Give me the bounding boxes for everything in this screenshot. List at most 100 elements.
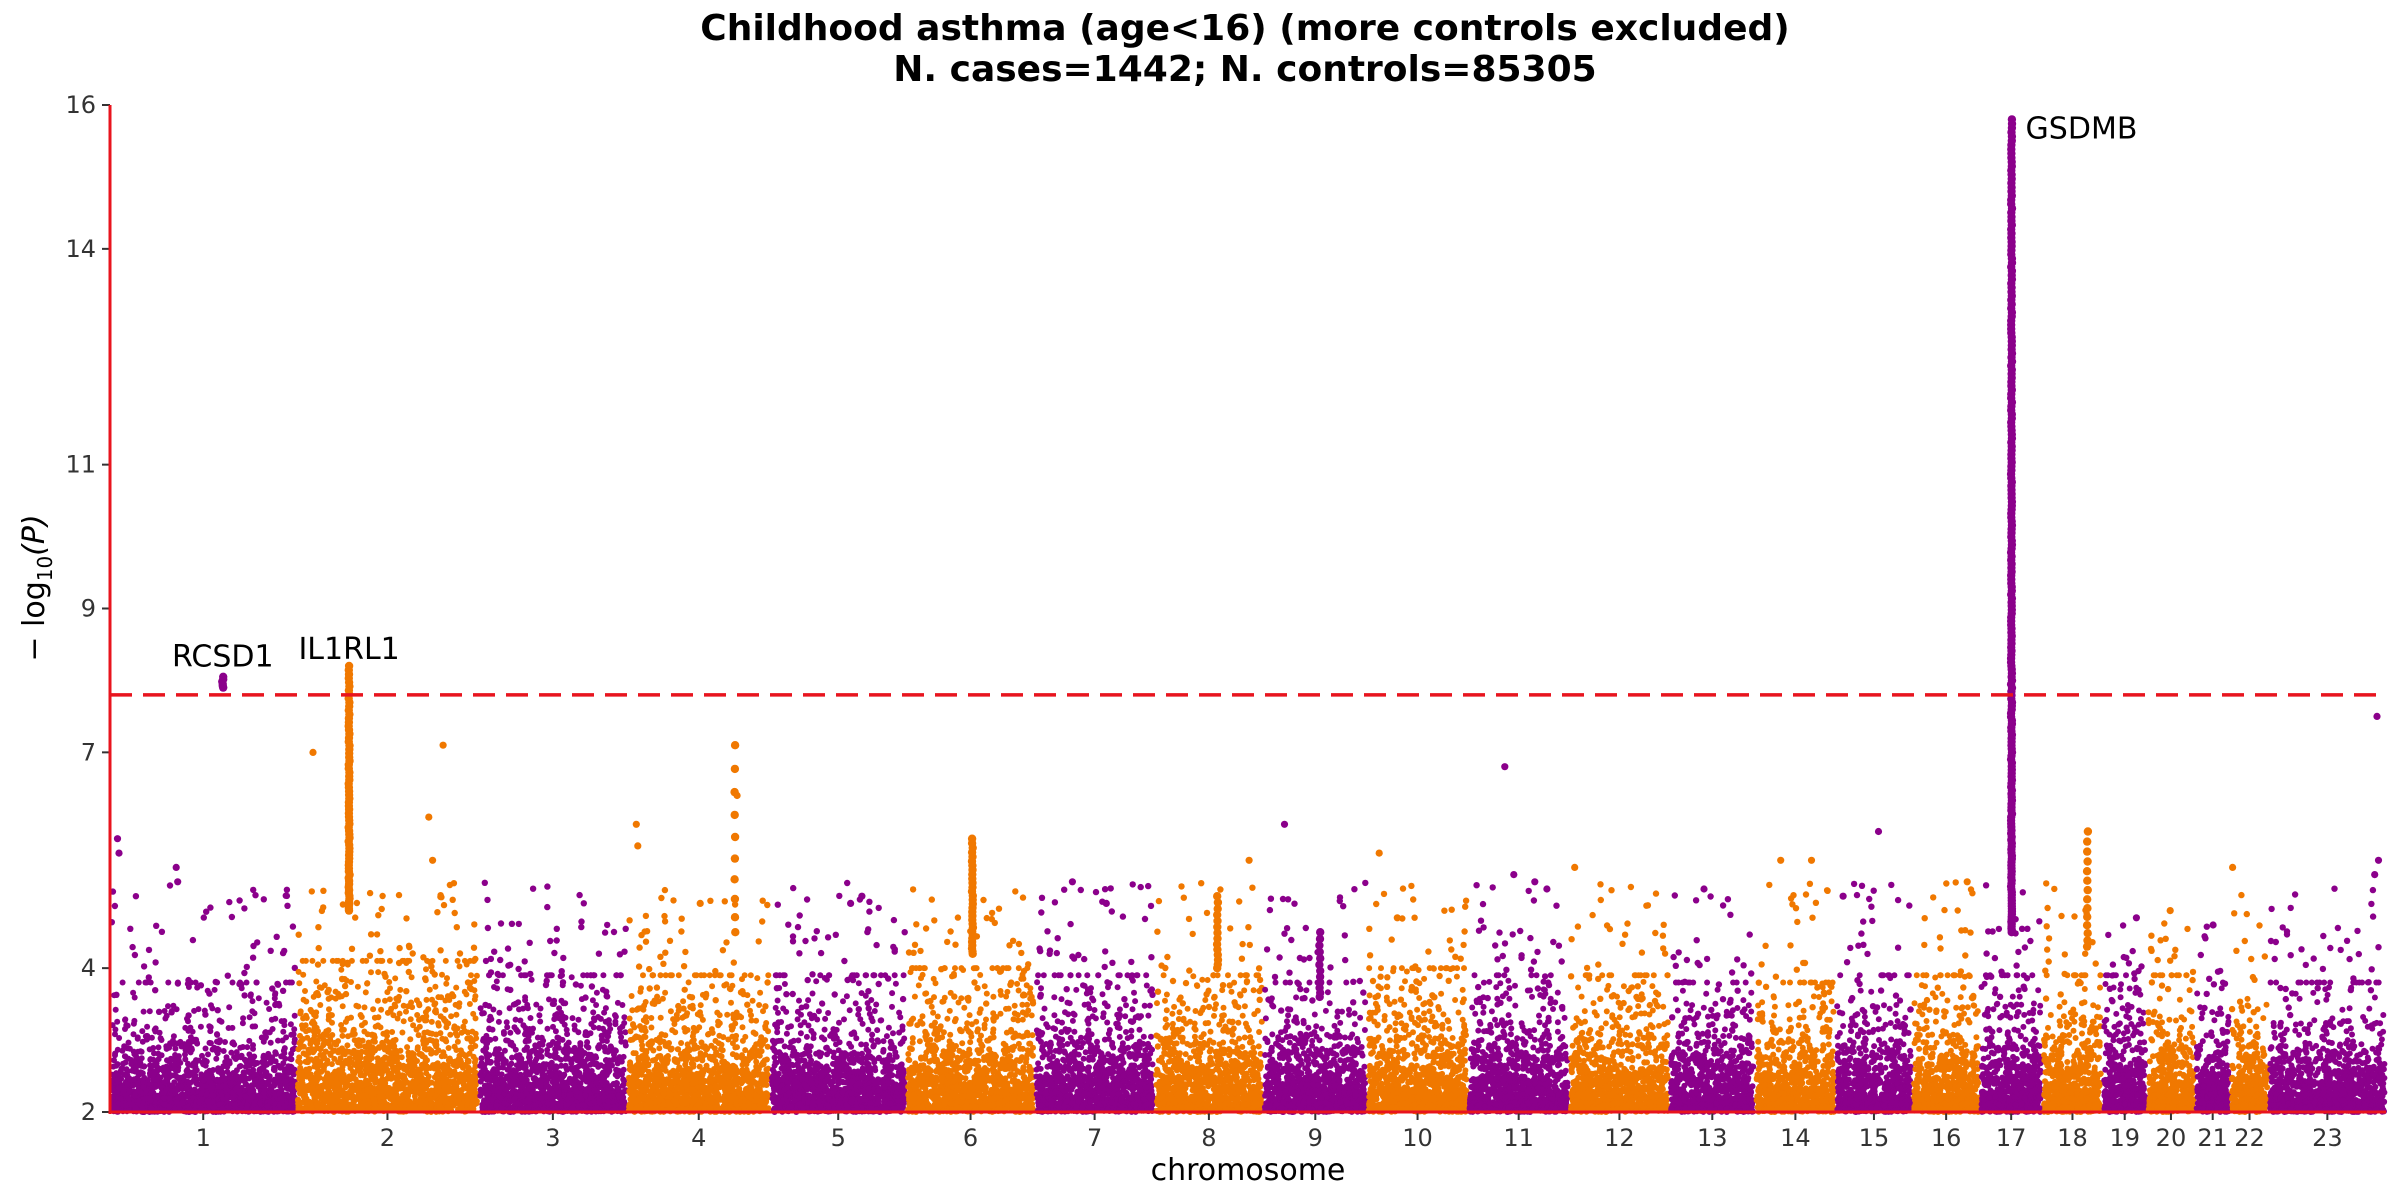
snp-point — [471, 921, 478, 928]
snp-point — [613, 972, 620, 979]
snp-point — [619, 1023, 626, 1030]
snp-point — [287, 1076, 294, 1083]
snp-point — [281, 1045, 288, 1052]
snp-point — [553, 1084, 560, 1091]
snp-point — [572, 981, 580, 988]
snp-point — [581, 1050, 588, 1056]
snp-point — [255, 995, 262, 1002]
snp-point — [200, 914, 207, 921]
snp-point — [254, 939, 261, 946]
snp-point — [543, 1080, 550, 1087]
snp-point — [483, 1050, 489, 1056]
snp-point — [603, 1032, 610, 1039]
snp-point — [571, 1083, 578, 1090]
snp-point — [361, 1028, 368, 1035]
snp-point — [472, 955, 479, 963]
snp-point — [307, 1100, 314, 1107]
snp-point — [352, 914, 359, 921]
snp-point — [377, 957, 384, 964]
snp-point — [297, 1064, 304, 1071]
snp-point — [287, 1055, 294, 1062]
snp-point — [578, 923, 585, 931]
snp-point — [490, 1006, 497, 1013]
snp-point — [557, 1103, 564, 1109]
snp-point — [208, 1081, 215, 1088]
snp-point — [615, 1092, 622, 1099]
snp-point — [612, 1013, 619, 1020]
snp-point — [247, 993, 254, 999]
snp-point — [495, 1018, 502, 1025]
snp-point — [166, 1095, 173, 1102]
snp-point — [152, 959, 159, 966]
snp-point — [560, 1072, 567, 1079]
snp-point — [519, 1084, 526, 1090]
snp-point — [268, 1087, 275, 1093]
snp-point — [269, 985, 276, 992]
snp-point — [437, 947, 444, 954]
snp-point — [472, 1069, 479, 1076]
snp-point — [339, 1003, 346, 1010]
snp-point — [507, 961, 514, 968]
snp-point — [430, 1062, 436, 1069]
snp-point — [540, 1088, 547, 1095]
snp-point — [353, 1062, 360, 1069]
snp-point — [498, 1105, 505, 1112]
snp-point — [439, 971, 445, 978]
snp-point — [317, 1051, 324, 1058]
snp-point — [149, 1085, 156, 1092]
snp-point — [470, 944, 478, 951]
chromosome-4-points — [625, 886, 772, 1115]
snp-point — [378, 1006, 385, 1013]
snp-point — [327, 1097, 334, 1104]
snp-point — [392, 975, 399, 982]
snp-point — [537, 1018, 544, 1025]
snp-point — [288, 1031, 295, 1038]
snp-point — [567, 1091, 574, 1098]
snp-point — [373, 931, 381, 938]
snp-point — [487, 1059, 494, 1066]
snp-point — [576, 891, 583, 899]
snp-point — [389, 1029, 396, 1035]
snp-point — [302, 957, 309, 964]
snp-point — [366, 952, 374, 959]
snp-point — [113, 991, 120, 998]
snp-point — [502, 1086, 509, 1093]
snp-point — [500, 1060, 507, 1067]
snp-point — [396, 944, 403, 952]
snp-point — [267, 1039, 274, 1046]
snp-point — [192, 1075, 199, 1082]
snp-point — [237, 1063, 244, 1069]
snp-point — [297, 1044, 304, 1050]
snp-point — [375, 1014, 382, 1021]
snp-point — [340, 1102, 347, 1108]
snp-point — [266, 1006, 273, 1012]
snp-point — [362, 1043, 368, 1050]
snp-point — [155, 1044, 162, 1051]
snp-point — [550, 1023, 556, 1030]
snp-point — [176, 1074, 183, 1081]
snp-point — [216, 1037, 223, 1044]
snp-point — [589, 997, 596, 1004]
snp-point — [354, 983, 361, 990]
snp-point — [132, 893, 140, 900]
snp-point — [251, 1070, 258, 1077]
snp-point — [447, 1071, 454, 1078]
snp-point — [250, 1045, 256, 1052]
snp-point — [344, 1077, 351, 1084]
snp-point — [344, 1094, 351, 1101]
chart-title-line2: N. cases=1442; N. controls=85305 — [893, 49, 1596, 90]
snp-point — [533, 1063, 540, 1070]
snp-point — [124, 1081, 131, 1088]
snp-point — [455, 1056, 462, 1063]
snp-point — [317, 1002, 324, 1008]
snp-point — [264, 1079, 271, 1086]
snp-point — [593, 1079, 600, 1086]
snp-point — [376, 1083, 383, 1090]
snp-point — [150, 1062, 157, 1069]
snp-point — [590, 972, 597, 979]
snp-point — [470, 1010, 477, 1017]
snp-point — [375, 969, 382, 976]
snp-point — [489, 1096, 496, 1103]
snp-point — [495, 1064, 502, 1071]
snp-point — [459, 1086, 465, 1093]
